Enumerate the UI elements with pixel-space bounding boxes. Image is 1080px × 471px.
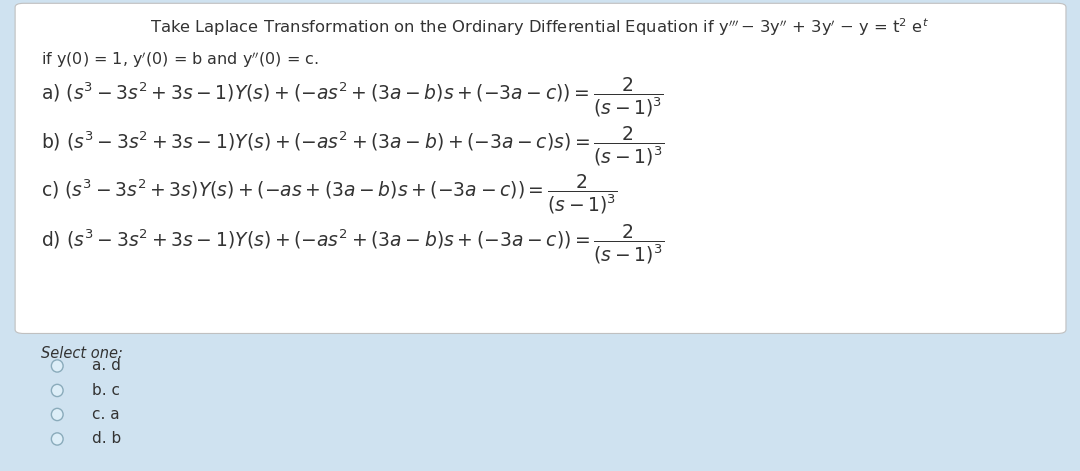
- Text: a. d: a. d: [92, 358, 121, 374]
- Ellipse shape: [52, 384, 63, 397]
- Text: c) $(s^3 - 3s^2 + 3s)Y(s) + (-as + (3a - b)s + (-3a - c)) = \dfrac{2}{(s-1)^3}$: c) $(s^3 - 3s^2 + 3s)Y(s) + (-as + (3a -…: [41, 172, 618, 216]
- Text: if y(0) = 1, y$'$(0) = b and y$''$(0) = c.: if y(0) = 1, y$'$(0) = b and y$''$(0) = …: [41, 49, 319, 70]
- Text: b) $(s^3 - 3s^2 + 3s - 1)Y(s) + (-as^2 + (3a - b) + (-3a - c)s) = \dfrac{2}{(s-1: b) $(s^3 - 3s^2 + 3s - 1)Y(s) + (-as^2 +…: [41, 125, 664, 168]
- Text: d. b: d. b: [92, 431, 121, 447]
- Ellipse shape: [52, 408, 63, 421]
- Text: Take Laplace Transformation on the Ordinary Differential Equation if y$'''\!$ $-: Take Laplace Transformation on the Ordin…: [150, 16, 930, 38]
- Text: b. c: b. c: [92, 383, 120, 398]
- Text: a) $(s^3 - 3s^2 + 3s - 1)Y(s) + (-as^2 + (3a - b)s + (-3a - c)) = \dfrac{2}{(s-1: a) $(s^3 - 3s^2 + 3s - 1)Y(s) + (-as^2 +…: [41, 75, 664, 119]
- Text: c. a: c. a: [92, 407, 120, 422]
- Text: d) $(s^3 - 3s^2 + 3s - 1)Y(s) + (-as^2 + (3a - b)s + (-3a - c)) = \dfrac{2}{(s-1: d) $(s^3 - 3s^2 + 3s - 1)Y(s) + (-as^2 +…: [41, 222, 664, 266]
- Ellipse shape: [52, 433, 63, 445]
- Ellipse shape: [52, 360, 63, 372]
- Text: Select one:: Select one:: [41, 346, 123, 361]
- FancyBboxPatch shape: [15, 3, 1066, 333]
